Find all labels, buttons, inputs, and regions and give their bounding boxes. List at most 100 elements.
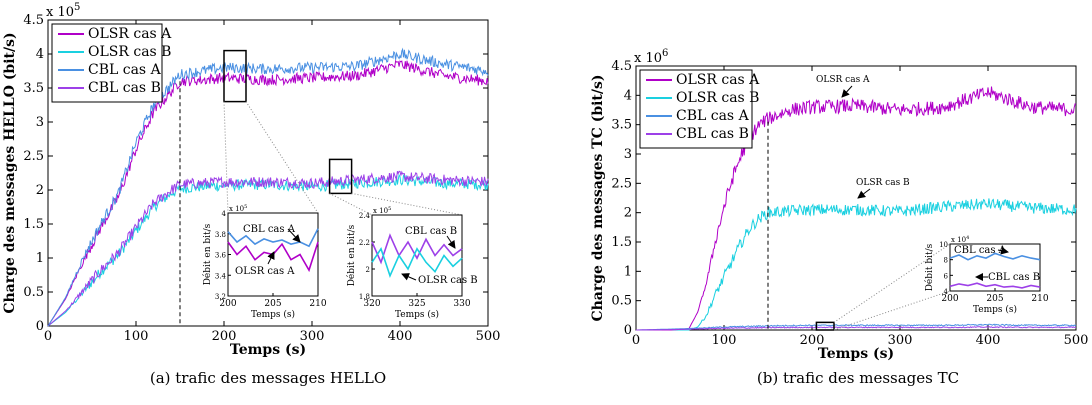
inset-y-label: Débit en bit/s bbox=[346, 224, 357, 286]
y-tick-label: 3.5 bbox=[23, 81, 44, 96]
y-tick-label: 4.5 bbox=[611, 59, 632, 74]
series-line-olsr-cas-a bbox=[47, 59, 489, 327]
y-multiplier-base: x 10 bbox=[634, 51, 662, 66]
zoom-connector bbox=[245, 101, 319, 214]
series-line-cbl-cas-a bbox=[47, 47, 489, 327]
inset-x-tick-label: 210 bbox=[1031, 294, 1048, 304]
y-multiplier-exp: 6 bbox=[662, 48, 668, 59]
inset-multiplier-exp: 5 bbox=[244, 204, 247, 210]
inset-y-tick-label: 3.6 bbox=[215, 252, 227, 260]
annotation-arrow bbox=[401, 273, 417, 281]
inset-y-tick-label: 10 bbox=[939, 241, 948, 249]
inset-y-tick-label: 4 bbox=[944, 288, 949, 296]
inset-multiplier-exp: 4 bbox=[966, 235, 969, 241]
x-tick-label: 300 bbox=[888, 333, 913, 348]
x-tick-label: 400 bbox=[976, 333, 1001, 348]
x-tick-label: 0 bbox=[44, 329, 52, 344]
inset-y-tick-label: 4 bbox=[222, 210, 227, 218]
legend-entry: CBL cas B bbox=[676, 126, 749, 142]
zoom-connector bbox=[223, 101, 229, 214]
x-axis-label: Temps (s) bbox=[230, 342, 306, 358]
inset-frame bbox=[371, 214, 463, 297]
legend-entry: CBL cas A bbox=[88, 62, 162, 78]
series-line-olsr-cas-b bbox=[636, 198, 1077, 331]
zoom-box bbox=[815, 321, 835, 331]
y-tick-label: 3.5 bbox=[611, 118, 632, 133]
inset-series-line bbox=[371, 246, 463, 279]
y-tick-label: 4.5 bbox=[23, 13, 44, 28]
annotation-arrow bbox=[841, 85, 853, 98]
annotation-arrow bbox=[997, 246, 1009, 255]
inset-x-label: Temps (s) bbox=[395, 309, 439, 320]
y-tick-label: 1.5 bbox=[611, 235, 632, 250]
y-tick-label: 2 bbox=[624, 206, 632, 221]
y-tick-label: 4 bbox=[36, 47, 44, 62]
x-tick-label: 300 bbox=[300, 329, 325, 344]
inset-y-tick-label: 3.8 bbox=[215, 231, 226, 239]
legend-entry: CBL cas A bbox=[676, 108, 750, 124]
zoom-connector bbox=[329, 192, 373, 216]
inset-y-tick-label: 3.4 bbox=[215, 272, 227, 280]
chart-hello: 0 100 200 300 400 500 0 0.5 1 1.5 2 2.5 3 3.5 4 4.5 Temp… bbox=[2, 2, 500, 387]
zoom-connector bbox=[833, 243, 951, 323]
inset-x-tick-label: 200 bbox=[219, 299, 236, 309]
inset-multiplier: x 105 bbox=[229, 204, 247, 213]
inset-multiplier: x 105 bbox=[373, 206, 391, 215]
legend-entry: OLSR cas A bbox=[88, 26, 172, 42]
x-tick-label: 200 bbox=[212, 329, 237, 344]
inset-annotation: CBL cas B bbox=[405, 226, 457, 237]
legend-entry: OLSR cas A bbox=[676, 72, 760, 88]
y-tick-label: 1.5 bbox=[23, 217, 44, 232]
y-tick-label: 0 bbox=[624, 323, 632, 338]
plot-frame bbox=[47, 19, 489, 327]
chart-tc: 0 100 200 300 400 500 0 0.5 1 1.5 2 2.5 3 3.5 4 4.5 Temp… bbox=[590, 48, 1088, 387]
inset-y-tick-label: 2.4 bbox=[359, 212, 371, 220]
legend-entry: OLSR cas B bbox=[88, 44, 171, 60]
y-multiplier: x 105 bbox=[46, 2, 80, 20]
inset-multiplier-base: x 10 bbox=[373, 207, 388, 215]
x-tick-label: 100 bbox=[712, 333, 737, 348]
inset-x-tick-label: 325 bbox=[408, 299, 425, 309]
annotation-arrow bbox=[446, 235, 456, 249]
y-tick-label: 2.5 bbox=[611, 176, 632, 191]
inset-y-tick-label: 2 bbox=[366, 266, 370, 274]
legend-entry: CBL cas B bbox=[88, 80, 161, 96]
y-tick-label: 2 bbox=[36, 183, 44, 198]
inset-annotation: CBL cas A bbox=[954, 245, 1007, 256]
x-axis-label: Temps (s) bbox=[818, 346, 894, 362]
inset-y-tick-label: 8 bbox=[944, 257, 948, 265]
legend-entry: OLSR cas B bbox=[676, 90, 759, 106]
y-axis-label: Charge des messages HELLO (bit/s) bbox=[2, 32, 18, 313]
annotation-arrow bbox=[267, 251, 275, 265]
inset-annotation: CBL cas B bbox=[988, 272, 1040, 283]
inset-multiplier: x 104 bbox=[951, 235, 969, 244]
y-tick-label: 3 bbox=[36, 115, 44, 130]
inset-y-tick-label: 2.2 bbox=[359, 239, 370, 247]
inset-y-label: Débit en bit/s bbox=[202, 223, 213, 285]
x-tick-label: 200 bbox=[800, 333, 825, 348]
series-line-cbl-cas-a bbox=[636, 323, 1077, 331]
x-tick-label: 100 bbox=[124, 329, 149, 344]
plot-frame bbox=[635, 65, 1077, 331]
series-line-olsr-cas-a bbox=[636, 86, 1077, 331]
inset-x-tick-label: 330 bbox=[453, 299, 470, 309]
x-tick-label: 400 bbox=[388, 329, 413, 344]
series-line-cbl-cas-b bbox=[636, 326, 1076, 331]
x-tick-label: 500 bbox=[476, 329, 501, 344]
y-tick-label: 2.5 bbox=[23, 149, 44, 164]
x-tick-label: 0 bbox=[632, 333, 640, 348]
annotation-arrow bbox=[287, 228, 301, 243]
inset-x-label: Temps (s) bbox=[251, 309, 295, 320]
inset-annotation: CBL cas A bbox=[243, 224, 296, 235]
inset-annotation: OLSR cas B bbox=[418, 275, 478, 286]
inset-multiplier-base: x 10 bbox=[229, 205, 244, 213]
inset-annotation: OLSR cas A bbox=[235, 266, 295, 277]
y-multiplier: x 106 bbox=[634, 48, 668, 66]
inset-y-label: Débit bit/s bbox=[924, 243, 935, 291]
inset-multiplier-base: x 10 bbox=[951, 236, 966, 244]
inset-series-line bbox=[949, 252, 1041, 261]
inset-x-tick-label: 205 bbox=[264, 299, 281, 309]
inset-x-tick-label: 210 bbox=[309, 299, 326, 309]
y-tick-label: 0.5 bbox=[23, 285, 44, 300]
annotation-arrow bbox=[857, 188, 871, 199]
